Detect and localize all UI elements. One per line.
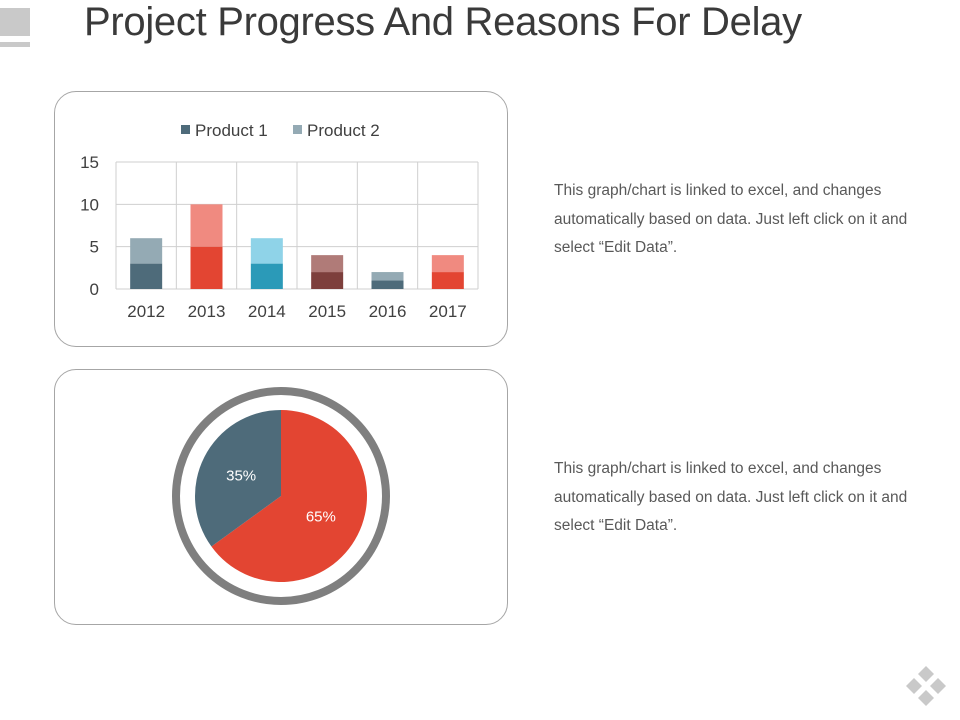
diamond-logo-icon	[906, 666, 946, 706]
y-tick-label: 15	[80, 153, 99, 172]
x-tick-label: 2012	[127, 302, 165, 321]
bar-product1-2012	[130, 263, 163, 289]
x-tick-label: 2013	[188, 302, 226, 321]
x-tick-label: 2016	[369, 302, 407, 321]
bar-product2-2016	[371, 272, 404, 281]
page-title: Project Progress And Reasons For Delay	[84, 0, 802, 44]
pie-slice	[195, 410, 281, 547]
bar-product2-2014	[250, 238, 283, 264]
pie-slice-label: 65%	[306, 508, 336, 525]
corner-bars-icon	[0, 8, 30, 47]
bar-product1-2014	[250, 263, 283, 289]
pie-outer-ring	[172, 387, 390, 605]
bar-chart: 0 5 10 15 2012 2013 2014 2015 2016 2017 Product 1 P…	[80, 121, 479, 321]
y-tick-label: 0	[90, 280, 99, 299]
x-tick-label: 2017	[429, 302, 467, 321]
legend-swatch	[293, 125, 302, 134]
bar-product2-2015	[311, 255, 344, 273]
pie-slice-label: 35%	[226, 468, 256, 485]
bar-product1-2017	[431, 272, 464, 289]
chart-description-1: This graph/chart is linked to excel, and…	[554, 182, 908, 256]
bar-product2-2012	[130, 238, 163, 264]
bar-product1-2015	[311, 272, 344, 289]
x-tick-label: 2015	[308, 302, 346, 321]
pie-slice	[211, 410, 368, 582]
y-tick-label: 5	[90, 238, 99, 257]
bar-product2-2013	[190, 204, 223, 247]
bar-product1-2013	[190, 246, 223, 289]
bar-product1-2016	[371, 280, 404, 289]
pie-chart-panel[interactable]: 65% 35%	[54, 369, 508, 625]
chart-description-2: This graph/chart is linked to excel, and…	[554, 460, 908, 534]
bar-product2-2017	[431, 255, 464, 273]
y-tick-label: 10	[80, 195, 99, 214]
pie-chart: 65% 35%	[172, 387, 390, 605]
x-tick-label: 2014	[248, 302, 286, 321]
legend-label: Product 2	[307, 121, 380, 140]
legend-swatch	[181, 125, 190, 134]
bar-chart-panel[interactable]: 0 5 10 15 2012 2013 2014 2015 2016 2017 Product 1 P…	[54, 91, 508, 347]
legend-label: Product 1	[195, 121, 268, 140]
